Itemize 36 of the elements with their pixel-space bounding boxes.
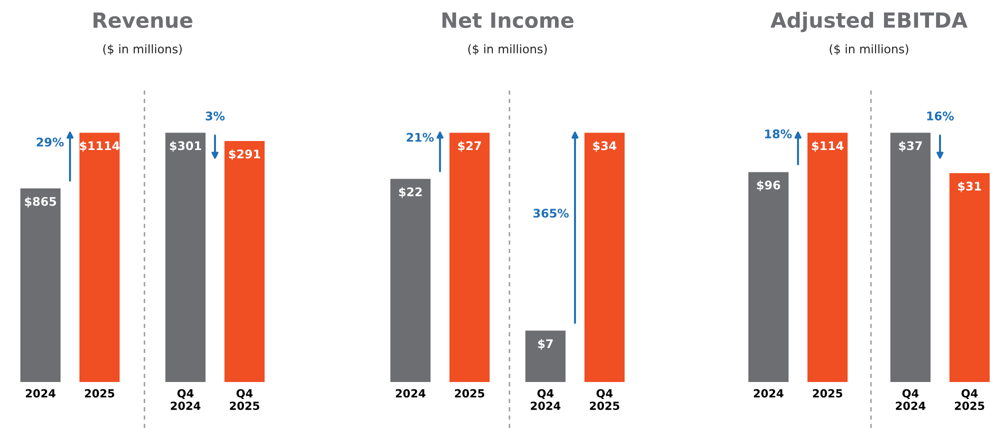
data-label: $96: [757, 180, 780, 192]
x-tick-label: 2024: [26, 389, 56, 398]
data-label: $27: [458, 141, 481, 152]
x-tick-label: 2024: [396, 389, 426, 398]
chart-subtitle: ($ in millions): [830, 44, 908, 55]
annotation: 365%: [533, 208, 569, 218]
data-label: $31: [958, 181, 982, 192]
data-label: $301: [170, 141, 202, 152]
chart-title: Adjusted EBITDA: [770, 12, 968, 32]
data-label: $7: [538, 339, 553, 350]
x-tick-label: Q4 2025: [954, 389, 984, 410]
chart-title: Revenue: [94, 12, 192, 28]
x-tick-label: 2024: [754, 389, 784, 398]
data-label: $114: [812, 141, 844, 152]
x-tick-label: Q4 2024: [170, 389, 200, 410]
x-tick-label: 2025: [812, 389, 842, 398]
annotation: 29%: [36, 138, 64, 147]
data-label: $291: [229, 149, 260, 160]
x-tick-label: Q4 2024: [530, 389, 560, 410]
data-label: $22: [399, 187, 422, 198]
x-tick-label: 2025: [84, 389, 114, 398]
annotation: 21%: [406, 132, 434, 142]
x-tick-label: 2025: [454, 389, 484, 398]
text: 16%: [927, 112, 954, 120]
chart-subtitle: ($ in millions): [103, 44, 182, 55]
chart-subtitle: ($ in millions): [468, 44, 547, 55]
data-label: $865: [24, 196, 56, 208]
x-tick-label: Q4 2024: [896, 389, 926, 410]
chart-title: Net Income: [442, 12, 574, 28]
data-label: $34: [593, 141, 616, 152]
data-label: $37: [899, 141, 922, 152]
x-tick-label: Q4 2025: [590, 389, 620, 410]
annotation: 18%: [765, 129, 792, 138]
x-tick-label: Q4 2025: [230, 389, 260, 410]
text: 3%: [206, 112, 225, 120]
data-label: $1114: [80, 141, 120, 152]
